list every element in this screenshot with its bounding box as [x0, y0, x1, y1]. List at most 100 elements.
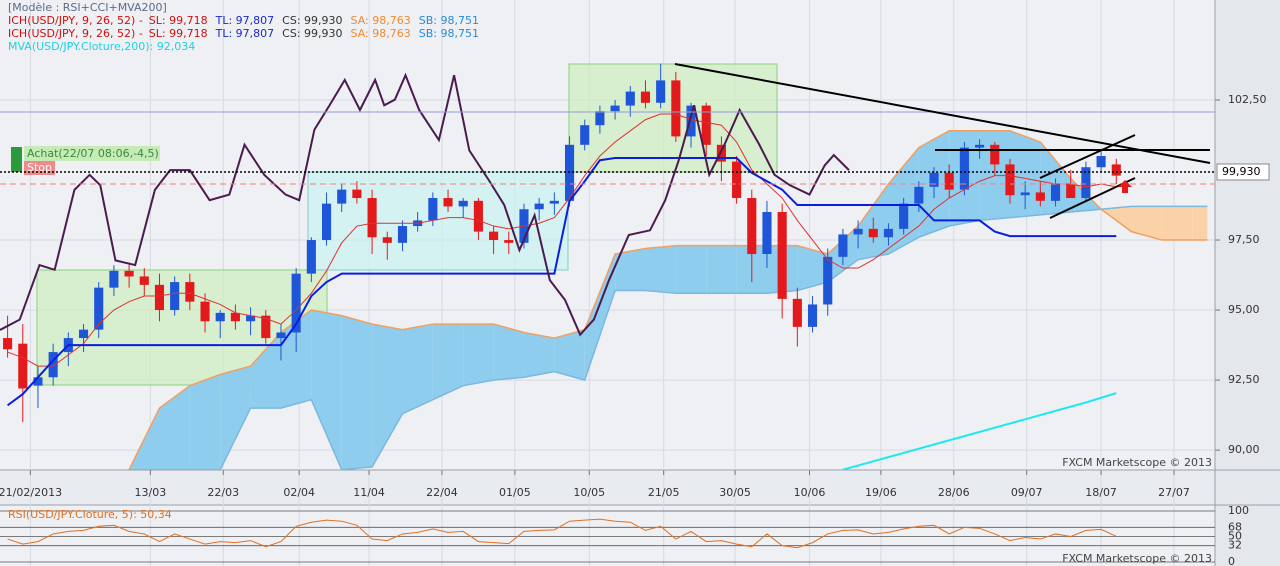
candle-body [261, 315, 271, 339]
candle-body [337, 189, 347, 204]
x-tick-label: 21/05 [648, 486, 680, 499]
candle-body [975, 144, 985, 148]
indicator-line [7, 156, 1117, 407]
candle-body [367, 198, 377, 238]
candle-body [124, 270, 134, 277]
legend: [Modèle : RSI+CCI+MVA200] ICH(USD/JPY, 9… [8, 1, 479, 53]
candle-body [185, 282, 195, 302]
candle-body [701, 105, 711, 145]
cloud-segment [432, 324, 464, 400]
cloud-segment [311, 310, 342, 470]
cloud-segment [189, 374, 221, 470]
candle-body [139, 276, 149, 285]
candle-body [1081, 167, 1091, 199]
y-tick-label: 68 [1228, 520, 1242, 533]
legend-line: ICH(USD/JPY, 9, 26, 52) - SL: 99,718 TL: 9… [8, 27, 479, 40]
candle-body [671, 80, 681, 137]
candle-body [625, 91, 635, 106]
y-tick-label: 102,50 [1228, 93, 1267, 106]
y-tick-label: 32 [1228, 539, 1242, 552]
candle-body [230, 312, 240, 322]
y-tick-label: 95,00 [1228, 303, 1260, 316]
cloud-segment [463, 324, 494, 386]
candle-body [899, 203, 909, 229]
legend-item: SA: 98,763 [351, 27, 411, 40]
x-tick-label: 02/04 [283, 486, 315, 499]
legend-item: CS: 99,930 [282, 14, 342, 27]
zone [307, 171, 569, 271]
candle-body [1066, 184, 1076, 199]
y-tick-label: 50 [1228, 530, 1242, 543]
cloud-segment [645, 245, 676, 294]
candle-body [109, 270, 119, 288]
cloud-segment [675, 245, 707, 294]
x-tick-label: 01/05 [499, 486, 531, 499]
cloud-segment [1161, 206, 1193, 241]
last-price-label: 99,930 [1222, 165, 1261, 178]
candle-body [154, 284, 165, 311]
legend-line: ICH(USD/JPY, 9, 26, 52) - SL: 99,718 TL: 9… [8, 14, 479, 27]
candle-body [686, 105, 696, 137]
trendline [674, 63, 1211, 164]
legend-item: SB: 98,751 [419, 14, 479, 27]
legend-item: CS: 99,930 [282, 27, 342, 40]
cloud-segment [1192, 206, 1208, 241]
candle-body [33, 377, 43, 386]
legend-item: SA: 98,763 [351, 14, 411, 27]
candle-body [1111, 164, 1121, 176]
candle-body [1005, 164, 1015, 196]
y-tick-label: 97,50 [1228, 233, 1260, 246]
indicator-line [842, 392, 1117, 470]
candle-body [443, 198, 453, 207]
candle-body [595, 111, 605, 126]
cloud-segment [797, 245, 828, 291]
legend-item: SB: 98,751 [419, 27, 479, 40]
y-tick-label: 90,00 [1228, 443, 1260, 456]
x-tick-label: 10/05 [573, 486, 605, 499]
candle-body [838, 234, 848, 257]
candle-body [944, 172, 954, 190]
indicator-line [0, 72, 850, 337]
legend-item: SL: 99,718 [149, 27, 208, 40]
cloud-line [129, 205, 1208, 470]
candle-body [489, 231, 499, 241]
plot [0, 63, 1208, 470]
candle-body [732, 161, 742, 199]
candle-body [78, 329, 89, 339]
candle-body [792, 298, 802, 327]
rsi-title: RSI(USD/JPY.Cloture, 5): 50,34 [8, 508, 172, 521]
trendline [1039, 134, 1136, 179]
y-tick-label: 92,50 [1228, 373, 1260, 386]
x-tick-label: 27/07 [1158, 486, 1190, 499]
cloud-segment [159, 385, 190, 470]
stop-label-bg [24, 161, 55, 175]
candle-body [504, 240, 514, 243]
y-tick-label: 0 [1228, 555, 1235, 566]
cloud-segment [372, 324, 403, 467]
candle-body [853, 228, 863, 235]
cloud-segment [220, 366, 251, 470]
candle-body [352, 189, 362, 199]
candle-body [914, 186, 924, 204]
x-tick-label: 28/06 [938, 486, 970, 499]
cloud-segment [402, 324, 433, 414]
arrow-icon [1118, 180, 1132, 193]
legend-item: TL: 97,807 [215, 14, 275, 27]
candle-body [807, 304, 818, 327]
candle-body [458, 200, 468, 207]
candle-body [868, 228, 878, 238]
cloud-segment [554, 329, 585, 381]
cloud-segment [706, 245, 737, 294]
candle-body [321, 203, 332, 241]
date-axis-bg [0, 470, 1215, 505]
candle-body [276, 332, 286, 339]
candle-body [640, 91, 651, 103]
candle-body [610, 105, 620, 112]
x-tick-label: 22/04 [426, 486, 458, 499]
candle-body [246, 315, 256, 322]
candle-body [428, 198, 438, 221]
candle-body [823, 256, 833, 305]
